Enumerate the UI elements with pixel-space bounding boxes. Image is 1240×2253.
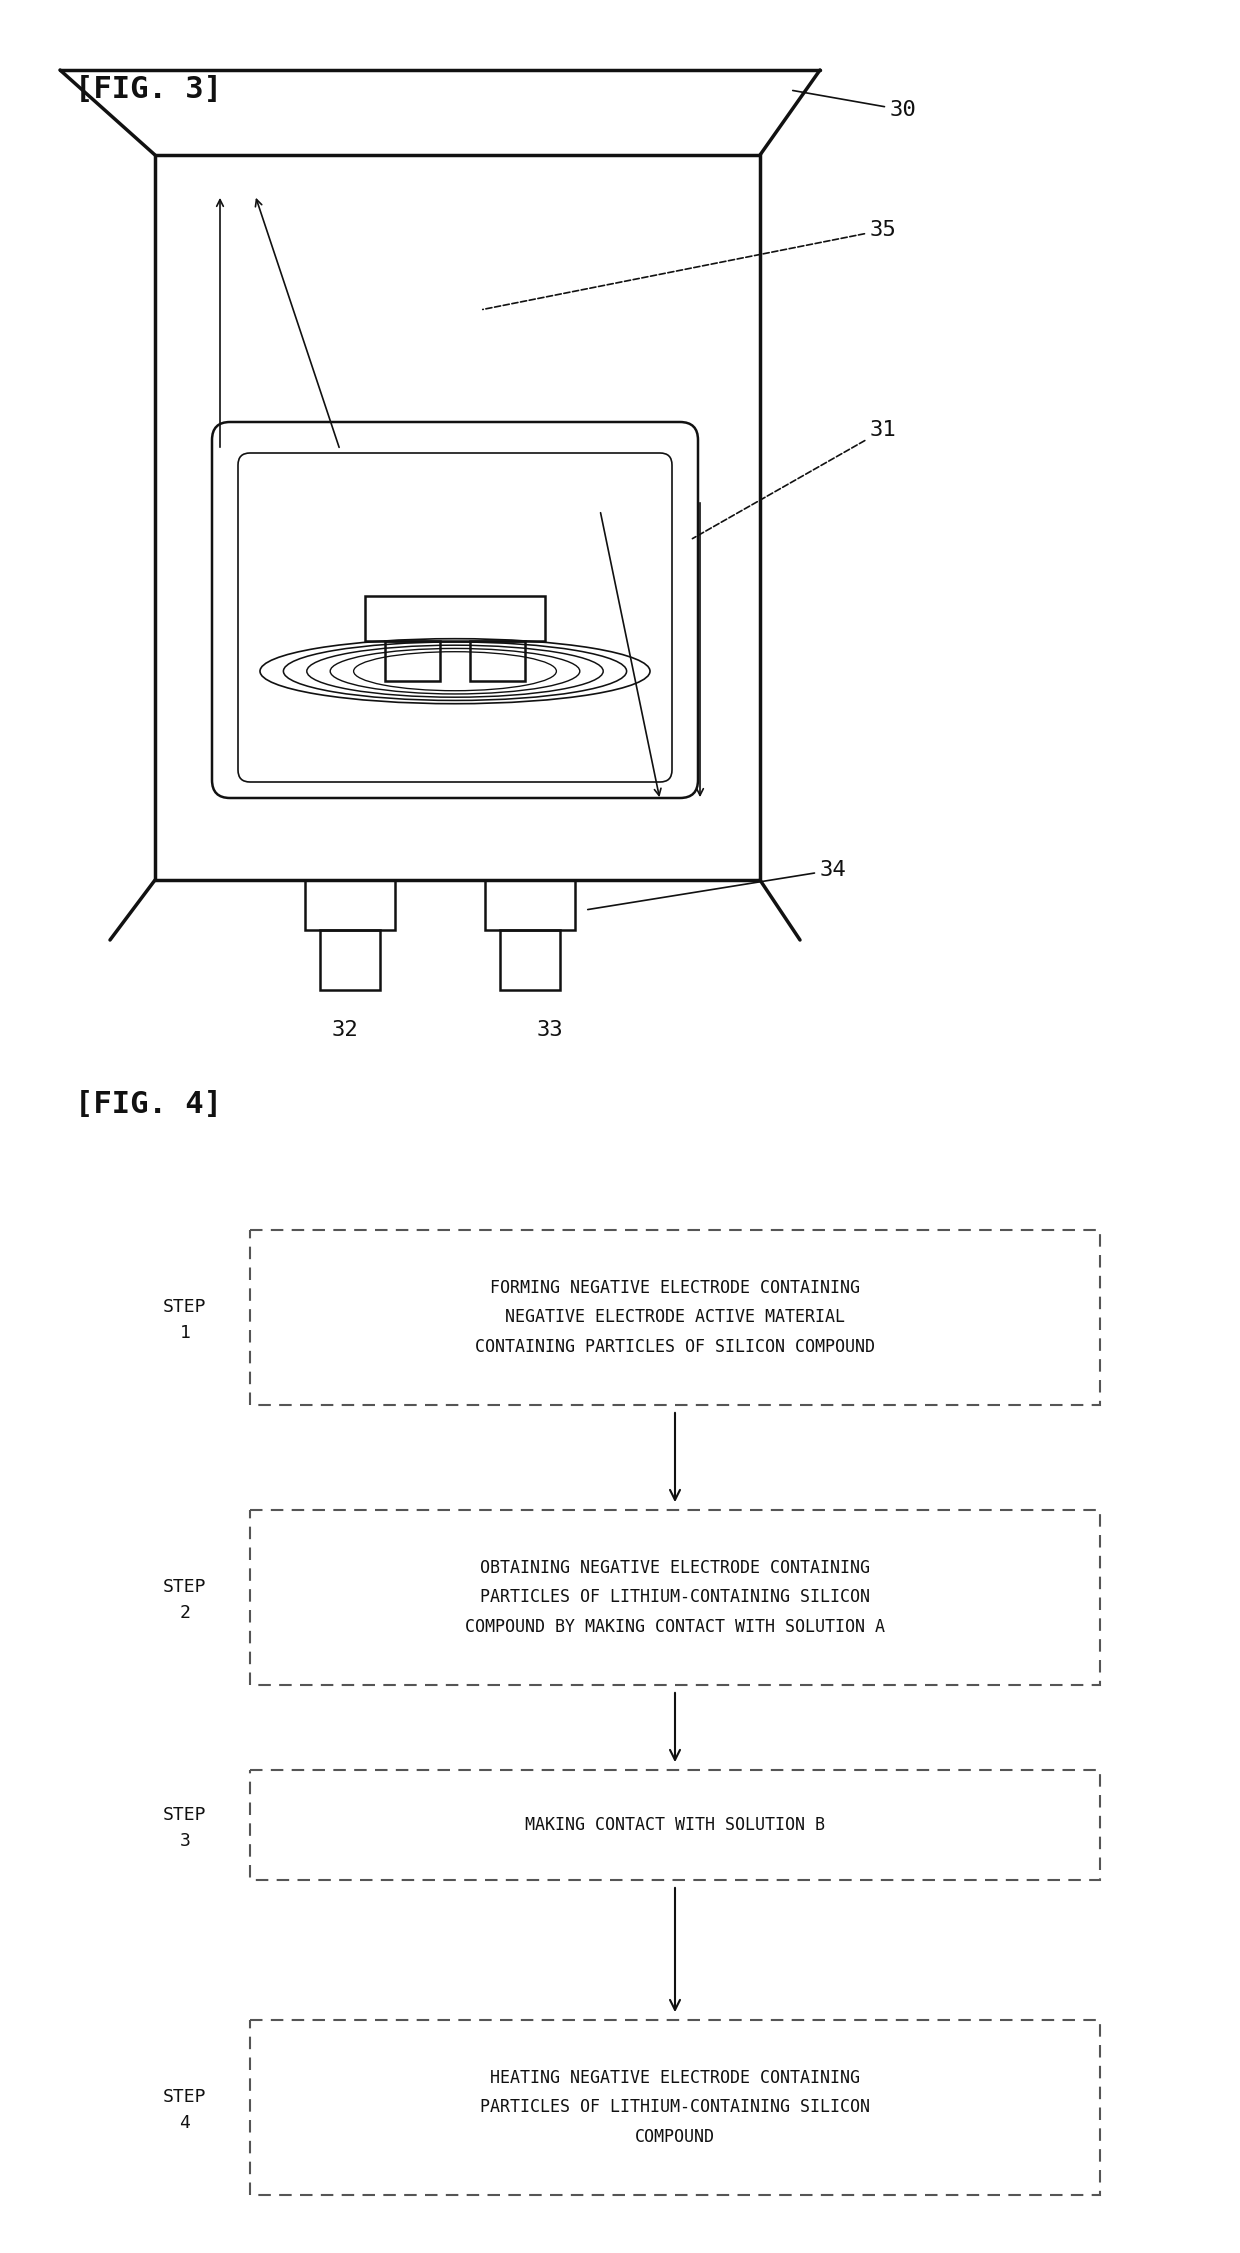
Text: 2: 2 — [180, 1604, 191, 1622]
Text: 31: 31 — [692, 419, 897, 538]
Text: 34: 34 — [588, 861, 847, 910]
Bar — [384, 642, 440, 680]
Text: STEP: STEP — [164, 1579, 207, 1597]
Bar — [250, 1771, 1100, 1879]
Text: STEP: STEP — [164, 2089, 207, 2107]
Text: [FIG. 4]: [FIG. 4] — [74, 1090, 222, 1120]
Text: 32: 32 — [331, 1021, 358, 1041]
Bar — [365, 597, 546, 642]
Text: 3: 3 — [180, 1832, 191, 1850]
Text: [FIG. 3]: [FIG. 3] — [74, 74, 222, 104]
Bar — [305, 881, 396, 930]
Text: MAKING CONTACT WITH SOLUTION B: MAKING CONTACT WITH SOLUTION B — [525, 1816, 825, 1834]
Bar — [485, 881, 575, 930]
Bar — [250, 1510, 1100, 1685]
Text: HEATING NEGATIVE ELECTRODE CONTAINING
PARTICLES OF LITHIUM-CONTAINING SILICON
CO: HEATING NEGATIVE ELECTRODE CONTAINING PA… — [480, 2068, 870, 2145]
Bar — [320, 930, 379, 989]
Bar — [250, 2021, 1100, 2194]
Text: 4: 4 — [180, 2116, 191, 2134]
Text: STEP: STEP — [164, 1807, 207, 1825]
Bar — [500, 930, 560, 989]
Text: OBTAINING NEGATIVE ELECTRODE CONTAINING
PARTICLES OF LITHIUM-CONTAINING SILICON
: OBTAINING NEGATIVE ELECTRODE CONTAINING … — [465, 1559, 885, 1636]
Text: 35: 35 — [482, 221, 897, 309]
Text: FORMING NEGATIVE ELECTRODE CONTAINING
NEGATIVE ELECTRODE ACTIVE MATERIAL
CONTAIN: FORMING NEGATIVE ELECTRODE CONTAINING NE… — [475, 1280, 875, 1356]
Text: 1: 1 — [180, 1325, 191, 1343]
Bar — [250, 1230, 1100, 1406]
Bar — [155, 155, 760, 881]
Text: STEP: STEP — [164, 1298, 207, 1316]
Text: 30: 30 — [792, 90, 916, 119]
Text: 33: 33 — [537, 1021, 563, 1041]
Bar — [470, 642, 525, 680]
